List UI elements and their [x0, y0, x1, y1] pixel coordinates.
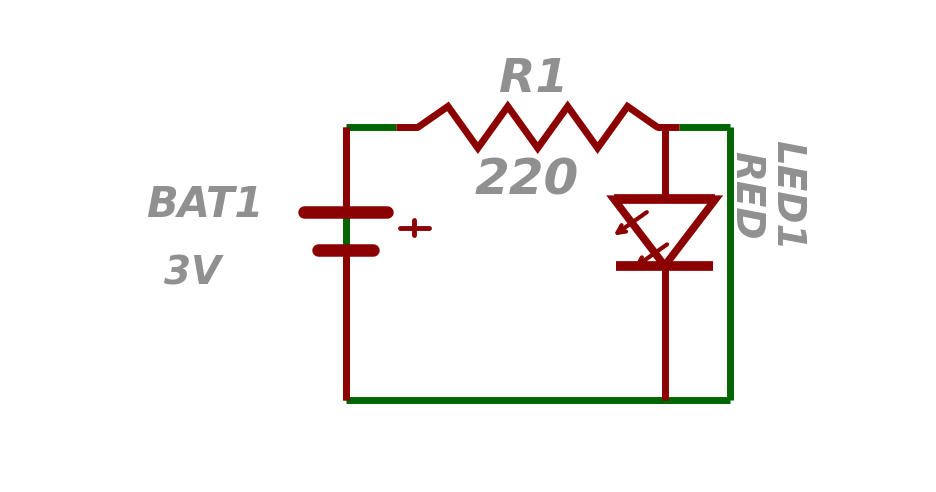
- Text: R1: R1: [500, 58, 569, 102]
- Text: 220: 220: [475, 156, 579, 204]
- Text: LED1
RED: LED1 RED: [726, 140, 806, 250]
- Text: BAT1: BAT1: [146, 184, 263, 226]
- Text: 3V: 3V: [164, 254, 221, 292]
